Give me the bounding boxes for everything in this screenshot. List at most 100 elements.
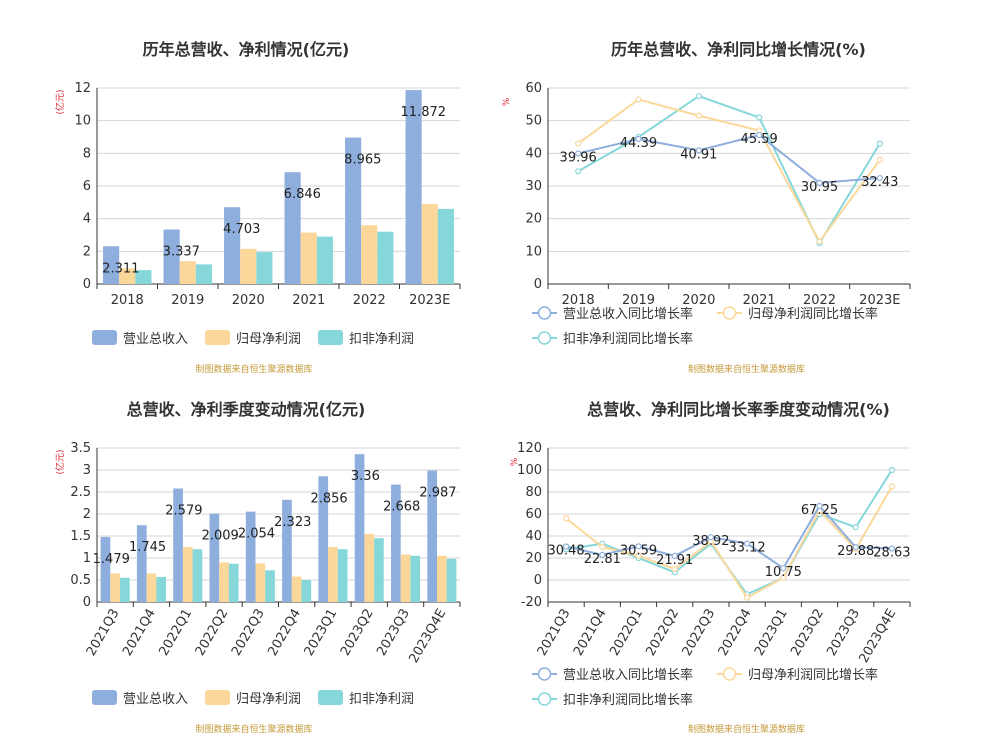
bar (364, 533, 375, 602)
bar (119, 577, 130, 602)
x-tick-label: 2022 (803, 293, 836, 308)
data-point (888, 545, 895, 552)
bar (195, 264, 212, 284)
bar (135, 270, 152, 284)
bar (316, 236, 333, 284)
data-point (562, 543, 570, 550)
x-tick-label: 2021 (743, 293, 776, 308)
legend-label: 归母净利润 (236, 332, 301, 347)
bar (437, 555, 447, 602)
line-data-label: 28.63 (873, 546, 910, 561)
y-tick-label: 10 (525, 244, 542, 259)
y-tick-label: 40 (525, 146, 542, 161)
y-tick-label: 0 (534, 573, 542, 588)
data-point (599, 543, 606, 551)
data-point (695, 93, 702, 100)
data-point (744, 594, 751, 601)
data-point (695, 147, 702, 154)
y-tick-label: 120 (517, 441, 542, 456)
bar (224, 207, 241, 284)
x-tick-label: 2023E (859, 293, 900, 308)
data-point (876, 140, 883, 147)
legend-label: 扣非净利润同比增长率 (563, 692, 693, 708)
y-tick-label: 6 (83, 179, 91, 194)
data-point (744, 540, 751, 547)
x-tick-label: 2022Q3 (680, 607, 719, 659)
y-tick-label: 0.5 (70, 573, 91, 588)
bar (209, 513, 220, 602)
bar-data-label: 2.856 (310, 491, 347, 506)
legend-swatch-marker (722, 306, 737, 320)
y-tick-label: 60 (525, 81, 542, 96)
y-tick-label: 20 (525, 212, 542, 227)
x-tick-label: 2021Q4 (571, 607, 610, 659)
line-data-label: 30.59 (620, 543, 657, 558)
y-tick-label: 0 (534, 277, 542, 292)
chart-title: 总营收、净利同比增长率季度变动情况(%) (587, 400, 890, 419)
legend-swatch (92, 330, 117, 345)
source-note: 制图数据来自恒生聚源数据库 (195, 723, 312, 735)
bar (136, 525, 147, 602)
x-tick-label: 2023E (409, 293, 450, 308)
legend-swatch (205, 330, 230, 345)
y-tick-label: 12 (74, 81, 91, 96)
x-tick-label: 2022Q4 (716, 607, 755, 659)
bar-data-label: 1.745 (129, 540, 166, 555)
x-tick-label: 2023Q4E (406, 607, 449, 666)
x-tick-label: 2022Q2 (643, 607, 682, 659)
x-tick-label: 2022Q2 (193, 607, 232, 659)
x-tick-label: 2021 (292, 293, 325, 308)
data-point (575, 168, 582, 175)
data-point (635, 552, 642, 559)
bar-data-label: 2.311 (102, 261, 139, 276)
y-tick-label: 0 (83, 277, 91, 292)
bar (103, 246, 120, 284)
y-tick-label: 1 (83, 551, 91, 566)
x-tick-label: 2020 (682, 293, 715, 308)
data-point (888, 483, 895, 490)
bar-data-label: 11.872 (401, 105, 447, 120)
y-axis-label: % (502, 97, 512, 106)
bar (256, 252, 273, 284)
line-data-label: 30.95 (801, 180, 838, 195)
x-tick-label: 2023Q1 (302, 607, 341, 659)
bar (291, 576, 302, 602)
x-tick-label: 2022Q4 (265, 607, 304, 659)
y-tick-label: -20 (521, 595, 542, 610)
data-point (852, 544, 859, 551)
bar (173, 488, 183, 602)
annual-growth-chart: 历年总营收、净利同比增长情况(%)% 0 10 20 30 40 50 60 2018 2019 2… (502, 40, 911, 375)
y-axis-label: % (510, 457, 520, 466)
bar (156, 576, 166, 602)
bar (284, 172, 301, 284)
bar (255, 563, 266, 602)
x-tick-label: 2022Q1 (156, 607, 195, 659)
legend-swatch-marker (722, 667, 737, 681)
legend-label: 扣非净利润同比增长率 (563, 331, 693, 347)
data-point (876, 156, 883, 163)
series-line (565, 504, 892, 570)
y-axis-label: (亿元) (54, 89, 66, 114)
bar (354, 454, 365, 602)
legend-label: 营业总收入 (123, 692, 188, 707)
data-point (671, 552, 678, 559)
y-tick-label: 2 (83, 244, 91, 259)
bar (345, 137, 362, 284)
series-line (577, 98, 881, 244)
bar-data-label: 6.846 (284, 187, 321, 202)
line-data-label: 30.48 (547, 543, 584, 558)
legend-swatch (92, 690, 117, 705)
bar-data-label: 2.009 (202, 529, 239, 544)
legend-swatch-marker (537, 331, 552, 345)
bar (228, 563, 239, 602)
bar-data-label: 2.579 (165, 504, 202, 519)
data-point (575, 140, 582, 147)
legend-label: 营业总收入同比增长率 (563, 667, 693, 683)
legend-swatch-marker (537, 667, 552, 681)
x-tick-label: 2023Q2 (788, 607, 827, 659)
bar-data-label: 3.337 (163, 244, 200, 259)
x-tick-label: 2023Q4E (856, 607, 899, 666)
bar (427, 470, 438, 602)
x-tick-label: 2021Q3 (84, 607, 123, 659)
bar (240, 248, 257, 284)
